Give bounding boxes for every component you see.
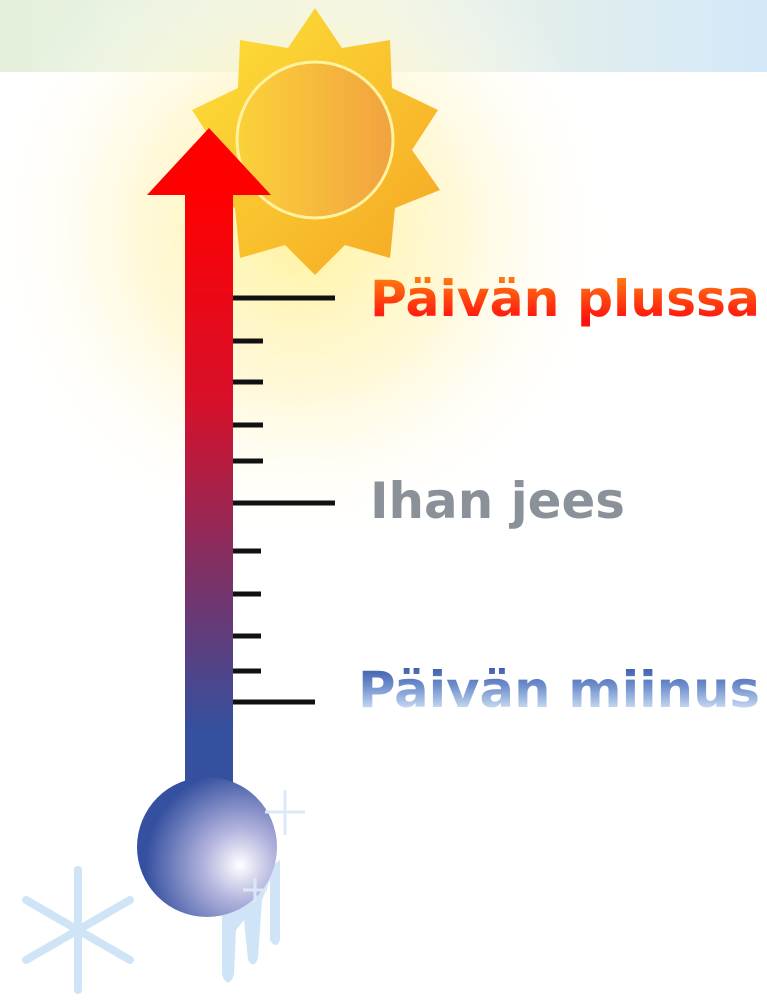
label-bottom: Päivän miinus: [358, 661, 760, 719]
thermometer-illustration: Päivän plussa Ihan jees Päivän miinus: [0, 0, 767, 1002]
page: {"labels": {"top": "Päivän plussa", "mid…: [0, 0, 767, 1002]
label-middle: Ihan jees: [370, 472, 625, 530]
snowflake: [26, 870, 130, 990]
label-top: Päivän plussa: [370, 270, 760, 328]
thermometer-tube: [185, 190, 233, 800]
